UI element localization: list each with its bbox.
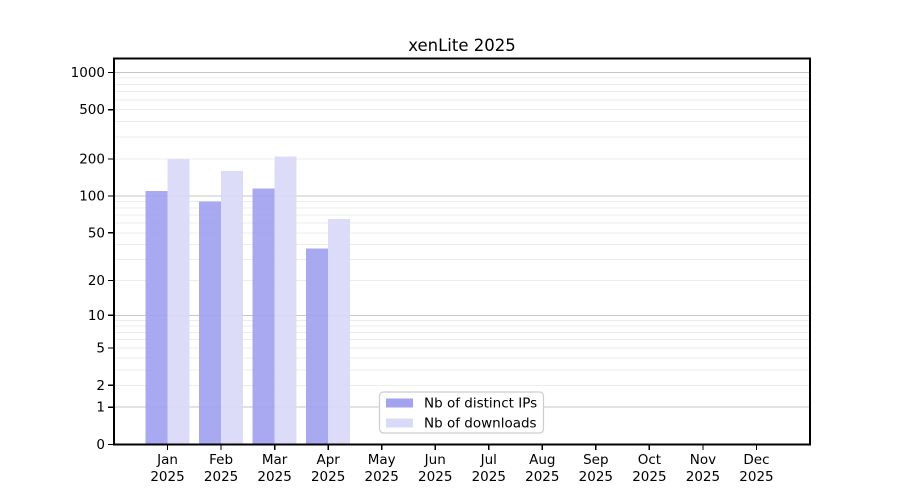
y-tick-label-1000: 1000 — [71, 65, 105, 81]
x-tick-month-jul: Jul — [480, 452, 497, 468]
y-tick-label-100: 100 — [79, 188, 105, 204]
x-tick-month-jun: Jun — [424, 452, 446, 468]
legend-box — [378, 391, 545, 434]
bar-distinct-ips-apr — [306, 248, 329, 445]
bars — [145, 156, 351, 445]
x-tick-month-may: May — [368, 452, 396, 468]
y-tick-label-1: 1 — [96, 400, 105, 416]
legend-label-downloads: Nb of downloads — [424, 416, 537, 432]
legend: Nb of distinct IPs Nb of downloads — [378, 391, 545, 434]
x-tick-month-feb: Feb — [209, 452, 233, 468]
x-tick-month-sep: Sep — [583, 452, 608, 468]
x-tick-year-feb: 2025 — [204, 469, 238, 485]
x-tick-year-jan: 2025 — [150, 469, 184, 485]
x-tick-year-jun: 2025 — [418, 469, 452, 485]
x-tick-month-nov: Nov — [690, 452, 716, 468]
x-tick-year-jul: 2025 — [472, 469, 506, 485]
x-tick-year-oct: 2025 — [632, 469, 666, 485]
bar-distinct-ips-jan — [145, 190, 168, 445]
chart-title: xenLite 2025 — [408, 36, 516, 55]
legend-swatch-downloads — [386, 418, 413, 428]
x-tick-month-aug: Aug — [529, 452, 555, 468]
bar-downloads-apr — [328, 218, 351, 445]
bar-distinct-ips-feb — [199, 201, 222, 445]
bar-distinct-ips-mar — [252, 188, 275, 445]
x-tick-year-nov: 2025 — [686, 469, 720, 485]
y-tick-label-5: 5 — [96, 341, 105, 357]
x-tick-year-may: 2025 — [365, 469, 399, 485]
x-tick-month-apr: Apr — [316, 452, 340, 468]
x-tick-month-oct: Oct — [638, 452, 661, 468]
axis-ticks — [108, 71, 758, 450]
legend-swatch-distinct-ips — [386, 398, 413, 408]
y-tick-label-2: 2 — [96, 378, 105, 394]
plot-border — [113, 57, 811, 446]
y-tick-label-200: 200 — [79, 151, 105, 167]
x-tick-year-mar: 2025 — [257, 469, 291, 485]
bar-downloads-mar — [274, 156, 297, 445]
y-tick-label-20: 20 — [88, 273, 105, 289]
x-axis-labels: Jan2025Feb2025Mar2025Apr2025May2025Jun20… — [150, 452, 773, 485]
y-axis-labels: 0 1 2 5 10 20 50 100 200 500 1000 — [71, 65, 105, 453]
bar-downloads-jan — [167, 158, 190, 445]
y-tick-label-10: 10 — [88, 308, 105, 324]
y-tick-label-50: 50 — [88, 225, 105, 241]
y-tick-label-500: 500 — [79, 102, 105, 118]
x-tick-year-apr: 2025 — [311, 469, 345, 485]
x-tick-month-mar: Mar — [262, 452, 288, 468]
x-tick-year-dec: 2025 — [739, 469, 773, 485]
x-tick-month-dec: Dec — [743, 452, 769, 468]
x-tick-month-jan: Jan — [156, 452, 178, 468]
y-tick-label-0: 0 — [96, 437, 105, 453]
x-tick-year-sep: 2025 — [579, 469, 613, 485]
bar-downloads-feb — [221, 170, 244, 445]
x-tick-year-aug: 2025 — [525, 469, 559, 485]
legend-label-distinct-ips: Nb of distinct IPs — [424, 396, 537, 412]
